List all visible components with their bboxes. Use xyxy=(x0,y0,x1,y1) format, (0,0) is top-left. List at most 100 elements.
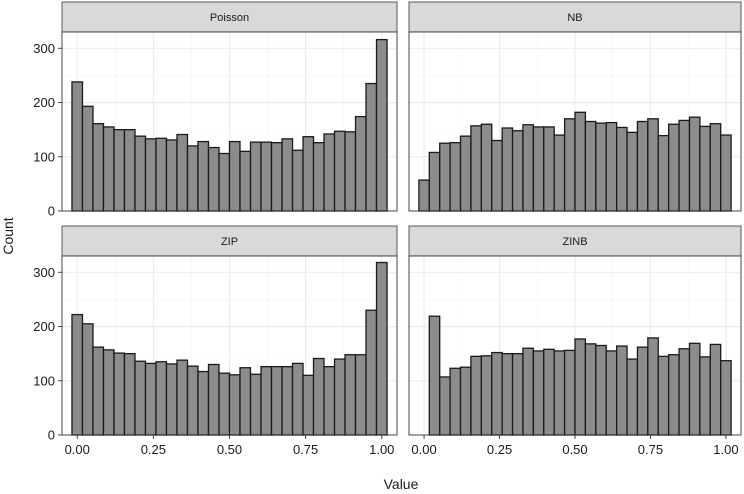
histogram-bar xyxy=(218,372,231,436)
histogram-bar xyxy=(375,261,388,436)
panel-border xyxy=(408,31,742,212)
histogram-bar xyxy=(491,351,503,436)
histogram-bar xyxy=(480,355,493,436)
facet-strip-label: NB xyxy=(567,12,582,24)
y-tick-label: 100 xyxy=(33,149,55,164)
histogram-bar xyxy=(449,142,462,212)
histogram-bar xyxy=(92,346,105,436)
facet-panel-zinb: ZINB 0.00 0.25 0.50 0.75 1.00 xyxy=(408,225,742,457)
histogram-bar xyxy=(595,122,607,212)
histogram-bar xyxy=(428,151,441,212)
histogram-bar xyxy=(333,358,346,436)
histogram-bar xyxy=(291,149,304,212)
facet-strip xyxy=(61,225,398,257)
histogram-bar xyxy=(720,360,732,436)
histogram-bar xyxy=(511,352,524,436)
histogram-bar xyxy=(134,360,147,436)
panel-border xyxy=(61,31,398,212)
histogram-bar xyxy=(197,370,210,436)
histogram-bar xyxy=(155,137,168,212)
x-tick-label: 0.50 xyxy=(562,442,587,457)
y-tick-label: 0 xyxy=(48,204,55,219)
histogram-bar xyxy=(260,141,273,212)
histogram-bar xyxy=(439,376,451,436)
histogram-bar xyxy=(260,366,273,436)
y-tick-label: 0 xyxy=(48,428,55,443)
histogram-bar xyxy=(626,131,639,212)
histogram-bar xyxy=(470,355,482,436)
histogram-bar xyxy=(81,105,94,212)
histogram-bar xyxy=(176,133,189,212)
histogram-bar xyxy=(699,356,711,436)
histogram-bar xyxy=(134,135,147,212)
histogram-bar xyxy=(344,131,357,212)
histogram-bar xyxy=(113,352,126,436)
histogram-bar xyxy=(144,362,157,436)
histogram-bar xyxy=(165,363,178,436)
histogram-bar xyxy=(428,315,441,436)
histogram-bar xyxy=(543,348,555,436)
histogram-bar xyxy=(657,355,670,436)
x-tick-label: 0.00 xyxy=(65,442,90,457)
facet-panel-poisson: Poisson 0 100 200 300 xyxy=(33,1,398,219)
x-tick-label: 0.25 xyxy=(141,442,166,457)
histogram-bar xyxy=(574,111,587,212)
histogram-bar xyxy=(574,338,587,436)
histogram-bar xyxy=(688,116,701,212)
histogram-bar xyxy=(218,152,231,212)
histogram-bar xyxy=(155,361,168,436)
histogram-bar xyxy=(102,126,115,212)
x-tick-label: 1.00 xyxy=(369,442,394,457)
histogram-bar xyxy=(239,367,252,436)
histogram-bar xyxy=(186,365,199,436)
y-tick-label: 200 xyxy=(33,319,55,334)
histogram-bar xyxy=(522,124,535,212)
histogram-bar xyxy=(709,123,722,212)
histogram-bar xyxy=(626,358,639,436)
histogram-bar xyxy=(281,138,294,212)
histogram-bar xyxy=(470,125,482,212)
histogram-bar xyxy=(605,350,618,436)
y-tick-label: 100 xyxy=(33,373,55,388)
histogram-bar xyxy=(439,142,451,212)
histogram-bar xyxy=(553,134,566,212)
histogram-bar xyxy=(605,121,618,212)
histogram-bar xyxy=(418,179,430,212)
histogram-bar xyxy=(501,352,514,436)
histogram-bar xyxy=(595,344,607,436)
histogram-bar xyxy=(375,38,388,212)
histogram-bar xyxy=(511,130,524,212)
histogram-bar xyxy=(501,127,514,212)
facet-strip-label: Poisson xyxy=(210,12,249,24)
histogram-bar xyxy=(113,128,126,212)
histogram-bar xyxy=(270,142,283,212)
histogram-bar xyxy=(81,323,94,436)
facet-strip xyxy=(408,225,742,257)
facet-panel-nb: NB xyxy=(408,1,742,212)
histogram-bar xyxy=(615,345,628,436)
x-axis-title: Value xyxy=(384,476,419,492)
histogram-bar xyxy=(333,130,346,212)
histogram-bar xyxy=(249,373,262,436)
histogram-bar xyxy=(281,366,294,436)
histogram-bar xyxy=(615,126,628,212)
histogram-bar xyxy=(532,126,545,212)
histogram-bar xyxy=(636,120,649,212)
x-tick-label: 0.50 xyxy=(217,442,242,457)
histogram-bar xyxy=(207,146,220,212)
x-tick-label: 0.75 xyxy=(293,442,318,457)
histogram-bar xyxy=(699,125,711,212)
histogram-bar xyxy=(144,138,157,212)
histogram-bar xyxy=(270,366,283,436)
histogram-bar xyxy=(522,347,535,436)
histogram-bar xyxy=(344,354,357,436)
y-tick-label: 300 xyxy=(33,265,55,280)
histogram-bar xyxy=(584,120,597,212)
histogram-bar xyxy=(312,357,325,436)
histogram-bar xyxy=(354,354,367,436)
histogram-bar xyxy=(480,123,493,212)
histogram-bar xyxy=(563,118,576,212)
histogram-bar xyxy=(228,374,241,436)
histogram-bar xyxy=(312,142,325,212)
